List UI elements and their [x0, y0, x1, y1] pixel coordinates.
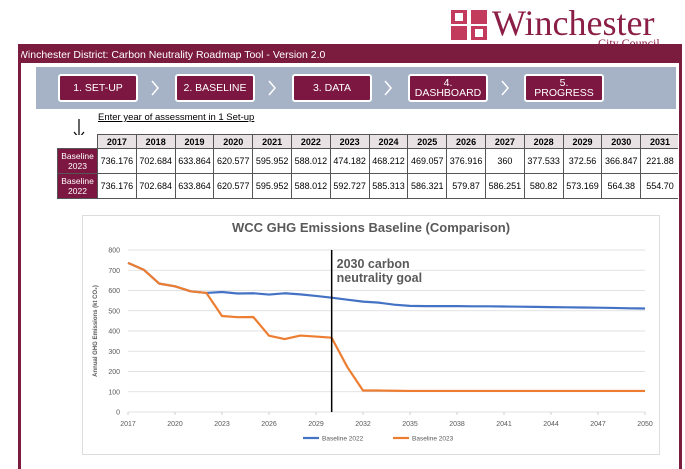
nav-button[interactable]: 3. DATA — [292, 74, 372, 102]
table-cell: 579.87 — [446, 173, 486, 199]
chart-title: WCC GHG Emissions Baseline (Comparison) — [232, 220, 510, 235]
row-label: Baseline 2023 — [57, 148, 98, 174]
x-tick-label: 2026 — [261, 421, 277, 428]
table-cell: 620.577 — [213, 173, 254, 199]
x-tick-label: 2050 — [637, 421, 653, 428]
y-tick-label: 300 — [108, 349, 120, 356]
year-header: 2025 — [407, 134, 448, 149]
table-cell: 360 — [484, 148, 525, 174]
nav-button[interactable]: 5. PROGRESS — [524, 74, 604, 102]
table-cell: 620.577 — [213, 148, 254, 174]
year-header: 2019 — [174, 134, 215, 149]
y-tick-label: 700 — [108, 268, 120, 275]
year-header: 2027 — [484, 134, 525, 149]
legend-label: Baseline 2022 — [322, 436, 364, 443]
table-cell: 372.56 — [562, 148, 603, 174]
row-label: Baseline 2022 — [57, 173, 98, 199]
table-cell: 554.70 — [640, 173, 678, 199]
table-row: Baseline 2023 736.176 702.684 633.864 620.57… — [57, 148, 678, 174]
baseline-table: 2017 2018 2019 2020 2021 2022 2023 2024 2025 2026… — [57, 134, 678, 199]
table-cell: 585.313 — [368, 173, 409, 199]
x-tick-label: 2035 — [402, 421, 418, 428]
x-tick-label: 2023 — [214, 421, 230, 428]
year-header: 2026 — [446, 134, 486, 149]
table-cell: 592.727 — [329, 173, 370, 199]
table-cell: 633.864 — [174, 148, 215, 174]
table-cell: 586.321 — [407, 173, 448, 199]
y-tick-label: 800 — [108, 248, 120, 255]
series-line — [127, 261, 645, 393]
table-cell: 221.88 — [640, 148, 678, 174]
chart-box: WCC GHG Emissions Baseline (Comparison) … — [82, 215, 660, 455]
table-cell: 468.212 — [368, 148, 409, 174]
x-tick-label: 2029 — [308, 421, 324, 428]
year-header: 2020 — [213, 134, 254, 149]
table-cell: 474.182 — [329, 148, 370, 174]
logo-name: Winchester — [492, 3, 655, 43]
year-header: 2017 — [97, 134, 137, 149]
year-header: 2021 — [252, 134, 292, 149]
table-wrap: 2017 2018 2019 2020 2021 2022 2023 2024 2025 2026… — [57, 134, 678, 200]
table-row: Baseline 2022 736.176 702.684 633.864 620.57… — [57, 173, 678, 199]
year-header: 2022 — [290, 134, 331, 149]
y-tick-label: 400 — [108, 329, 120, 336]
chevrons — [151, 80, 509, 96]
year-header: 2029 — [562, 134, 603, 149]
nav-band: 1. SET-UP 2. BASELINE 3. DATA 4. DASHBOA… — [36, 67, 676, 109]
table-cell: 376.916 — [446, 148, 486, 174]
table-cell: 595.952 — [252, 173, 292, 199]
x-tick-label: 2032 — [355, 421, 371, 428]
legend-label: Baseline 2023 — [412, 436, 454, 443]
y-axis-label: Annual GHG Emissions (kt CO₂) — [93, 285, 99, 377]
table-cell: 736.176 — [97, 173, 137, 199]
table-cell: 580.82 — [523, 173, 564, 199]
table-cell: 702.684 — [135, 148, 176, 174]
corner-cell — [57, 134, 98, 149]
series-line — [127, 261, 646, 310]
x-tick-label: 2020 — [167, 421, 183, 428]
title-bar: Winchester District: Carbon Neutrality R… — [21, 47, 679, 63]
year-header: 2018 — [135, 134, 176, 149]
y-tick-label: 500 — [108, 308, 120, 315]
table-cell: 633.864 — [174, 173, 215, 199]
nav-button[interactable]: 4. DASHBOARD — [408, 74, 488, 102]
y-tick-label: 600 — [108, 288, 120, 295]
x-tick-label: 2044 — [543, 421, 559, 428]
table-cell: 366.847 — [601, 148, 642, 174]
chart: WCC GHG Emissions Baseline (Comparison) … — [93, 220, 653, 443]
x-tick-label: 2038 — [449, 421, 465, 428]
table-cell: 736.176 — [97, 148, 137, 174]
x-tick-label: 2017 — [120, 421, 136, 428]
y-tick-label: 200 — [108, 369, 120, 376]
year-header: 2024 — [368, 134, 409, 149]
table-cell: 588.012 — [290, 173, 331, 199]
instruction: Enter year of assessment in 1 Set-up — [98, 112, 255, 123]
y-tick-label: 0 — [116, 410, 120, 417]
annotation: 2030 carbon neutrality goal — [336, 257, 423, 285]
year-header: 2030 — [601, 134, 642, 149]
nav-button[interactable]: 1. SET-UP — [58, 74, 138, 102]
nav-button[interactable]: 2. BASELINE — [175, 74, 255, 102]
x-tick-label: 2047 — [590, 421, 606, 428]
year-header: 2028 — [523, 134, 564, 149]
year-header: 2023 — [329, 134, 370, 149]
table-cell: 573.169 — [562, 173, 603, 199]
year-header: 2031 — [640, 134, 678, 149]
table-cell: 564.38 — [601, 173, 642, 199]
y-tick-label: 100 — [108, 389, 120, 396]
x-tick-label: 2041 — [496, 421, 512, 428]
table-cell: 469.057 — [407, 148, 448, 174]
crest — [451, 10, 487, 40]
table-cell: 702.684 — [135, 173, 176, 199]
table-cell: 586.251 — [484, 173, 525, 199]
table-cell: 588.012 — [290, 148, 331, 174]
table-cell: 377.533 — [523, 148, 564, 174]
table-cell: 595.952 — [252, 148, 292, 174]
